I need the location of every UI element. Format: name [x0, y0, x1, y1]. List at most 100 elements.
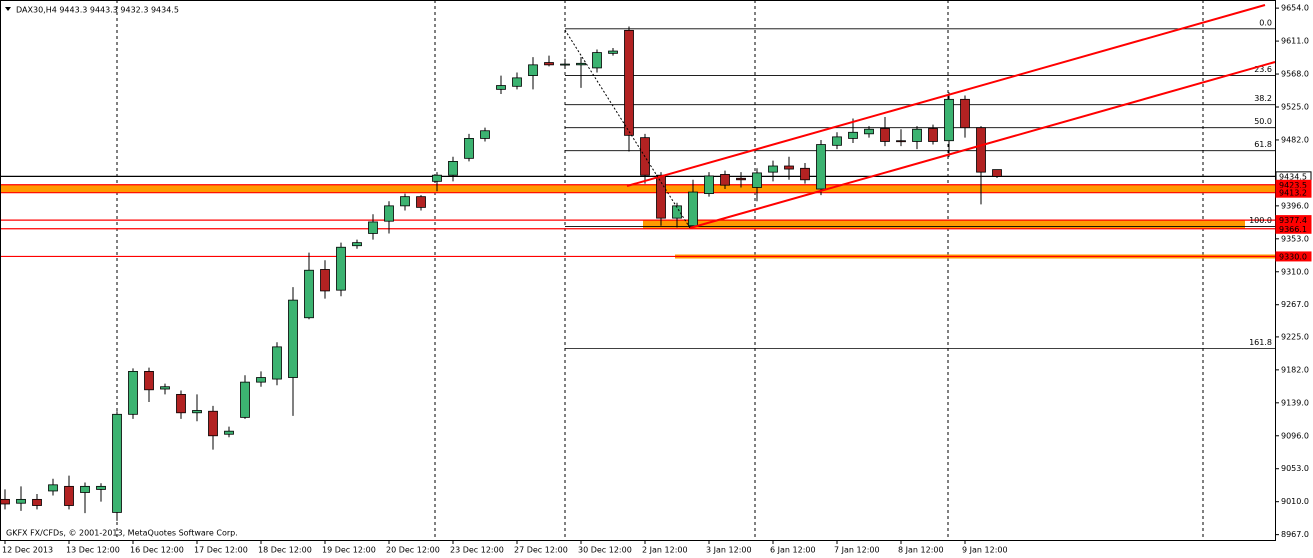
- price-tag: [1275, 187, 1312, 198]
- x-tick-label: 7 Jan 12:00: [834, 546, 880, 555]
- x-tick-label: 17 Dec 12:00: [194, 546, 248, 555]
- price-tag-label: 9377.4: [1279, 216, 1307, 225]
- candle-body: [560, 63, 570, 66]
- y-tick-label: 9654.0: [1281, 4, 1309, 13]
- axis: 9654.0 9611.0 9568.0 9525.0 9482.0 9396.0 9353…: [2, 4, 1309, 555]
- candle-body: [416, 196, 426, 208]
- fib-label: 23.6: [1254, 65, 1272, 74]
- footer: GKFX FX/CFDs, © 2001-2013, MetaQuotes So…: [6, 529, 238, 538]
- x-tick-label: 23 Dec 12:00: [450, 546, 504, 555]
- candle-body: [800, 167, 810, 181]
- candle-body: [144, 370, 154, 391]
- candle-body: [304, 269, 314, 319]
- x-tick-label: 27 Dec 12:00: [514, 546, 568, 555]
- candle-body: [336, 246, 346, 291]
- fib-label: 161.8: [1249, 338, 1272, 347]
- candle-body: [896, 140, 906, 143]
- price-tag-label: 9413.2: [1279, 189, 1307, 198]
- candle-body: [848, 131, 858, 139]
- candle-body: [928, 128, 938, 142]
- y-tick-label: 9482.0: [1281, 135, 1309, 144]
- fib-label: 100.0: [1249, 216, 1272, 225]
- candle-body: [656, 174, 666, 219]
- plot-frame: [0, 0, 1276, 541]
- candle-body: [256, 377, 266, 383]
- y-tick-label: 9182.0: [1281, 365, 1309, 374]
- candle-body: [608, 50, 618, 54]
- zone: [643, 220, 1245, 229]
- candle-body: [112, 413, 122, 513]
- x-tick-label: 13 Dec 12:00: [66, 546, 120, 555]
- candle-body: [0, 498, 10, 505]
- y-tick-label: 9353.0: [1281, 234, 1309, 243]
- zone: [0, 184, 1275, 193]
- candle-body: [624, 29, 634, 136]
- y-tick-label: 9267.0: [1281, 300, 1309, 309]
- y-tick-label: 9225.0: [1281, 332, 1309, 341]
- candle-body: [784, 165, 794, 170]
- candle-body: [576, 62, 586, 66]
- fib-label: 61.8: [1254, 140, 1272, 149]
- x-tick-label: 2 Jan 12:00: [642, 546, 688, 555]
- levels: 0.0 23.6 38.2 50.0 61.8 100.0 161.8: [0, 18, 1275, 349]
- candle-body: [240, 381, 250, 418]
- x-tick-label: 16 Dec 12:00: [130, 546, 184, 555]
- fib-label: 0.0: [1259, 18, 1272, 27]
- candle-body: [688, 191, 698, 227]
- menu-arrow[interactable]: [5, 7, 11, 11]
- x-tick-label: 20 Dec 12:00: [386, 546, 440, 555]
- candle-body: [48, 484, 58, 492]
- price-tag: [1275, 223, 1312, 234]
- price-tag-label: 9434.5: [1279, 172, 1307, 181]
- candle-body: [160, 386, 170, 390]
- candle-body: [480, 130, 490, 139]
- candle-body: [432, 174, 442, 182]
- price-tag-label: 9423.5: [1279, 181, 1307, 190]
- candle-body: [288, 299, 298, 378]
- x-tick-label: 18 Dec 12:00: [258, 546, 312, 555]
- candle-body: [384, 205, 394, 222]
- y-tick-label: 9396.0: [1281, 201, 1309, 210]
- candle-body: [96, 485, 106, 490]
- candle-body: [528, 64, 538, 76]
- candle-body: [64, 485, 74, 506]
- fib-trendline: [564, 29, 691, 229]
- fib-label: 38.2: [1254, 94, 1272, 103]
- y-tick-label: 9310.0: [1281, 267, 1309, 276]
- y-tick-label: 9096.0: [1281, 431, 1309, 440]
- candle-body: [768, 165, 778, 173]
- candle-body: [880, 128, 890, 142]
- candle-body: [128, 370, 138, 415]
- x-tick-label: 3 Jan 12:00: [706, 546, 752, 555]
- candle-body: [992, 169, 1002, 177]
- x-tick-label: 6 Jan 12:00: [770, 546, 816, 555]
- candle-body: [400, 196, 410, 207]
- candle-body: [352, 242, 362, 247]
- candle-body: [832, 136, 842, 146]
- y-tick-label: 8967.0: [1281, 530, 1309, 539]
- candle-body: [960, 98, 970, 129]
- price-tag-label: 9330.0: [1279, 252, 1307, 261]
- y-tick-label: 9053.0: [1281, 464, 1309, 473]
- candle-body: [816, 144, 826, 190]
- candle-body: [368, 221, 378, 234]
- channel-upper: [626, 4, 1266, 187]
- candle-body: [32, 498, 42, 506]
- chart-title: DAX30,H4 9443.3 9443.3 9432.3 9434.5: [16, 6, 179, 15]
- fib-label: 50.0: [1254, 117, 1272, 126]
- candle-body: [224, 430, 234, 435]
- candle-body: [272, 346, 282, 380]
- x-tick-label: 30 Dec 12:00: [578, 546, 632, 555]
- candle-body: [976, 127, 986, 173]
- candle-body: [464, 138, 474, 159]
- candle-body: [736, 177, 746, 181]
- candle-body: [752, 172, 762, 188]
- y-tick-label: 9568.0: [1281, 70, 1309, 79]
- x-tick-label: 8 Jan 12:00: [898, 546, 944, 555]
- candle-body: [512, 77, 522, 87]
- candle-body: [192, 410, 202, 414]
- candle-body: [912, 128, 922, 142]
- candle-body: [80, 485, 90, 493]
